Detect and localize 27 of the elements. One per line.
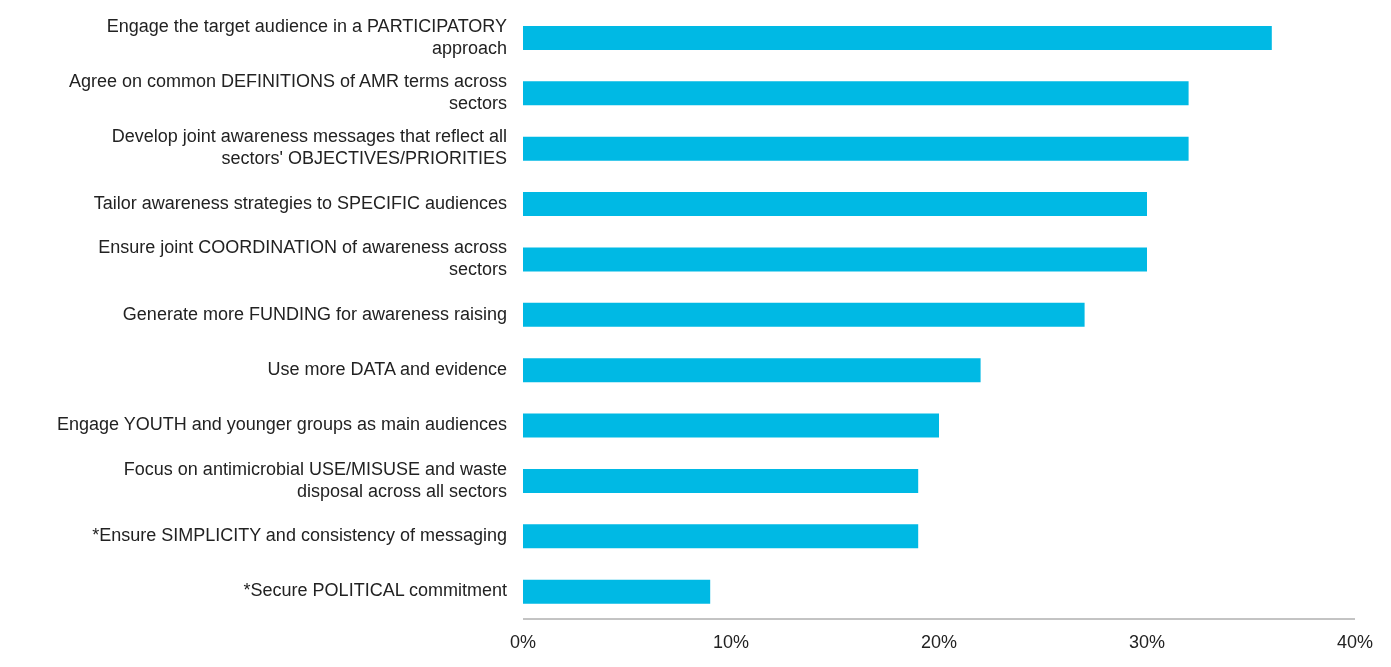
x-tick-label: 0% — [509, 631, 537, 652]
bar — [523, 413, 939, 438]
y-tick-label: Engage YOUTH and younger groups as main audiences — [57, 413, 507, 434]
y-tick-label: Generate more FUNDING for awareness raising — [122, 303, 507, 324]
y-tick-label: Use more DATA and evidence — [267, 358, 507, 379]
bar — [523, 302, 1085, 327]
y-tick-label: *Ensure SIMPLICITY and consistency of messaging — [92, 524, 507, 545]
bar — [523, 192, 1147, 217]
x-tick-label: 40% — [1336, 631, 1374, 652]
y-tick-label: *Secure POLITICAL commitment — [243, 580, 507, 601]
bar — [523, 468, 919, 493]
y-tick-label: Develop joint awareness messages that reflect all sectors' OBJECTIVES/PRIORITIES — [111, 126, 507, 169]
x-tick-label: 20% — [920, 631, 958, 652]
y-tick-label: Tailor awareness strategies to SPECIFIC audiences — [93, 192, 507, 213]
y-tick-label: Focus on antimicrobial USE/MISUSE and waste disposal across all sectors — [123, 458, 507, 501]
bar — [523, 579, 711, 604]
bar — [523, 26, 1272, 50]
x-tick-label: 30% — [1128, 631, 1166, 652]
x-tick-label: 10% — [712, 631, 750, 652]
bar — [523, 136, 1189, 161]
y-tick-label: Agree on common DEFINITIONS of AMR terms across sectors — [68, 70, 507, 113]
bar — [523, 524, 919, 549]
y-tick-label: Ensure joint COORDINATION of awareness across sectors — [98, 236, 507, 279]
bar — [523, 358, 981, 383]
y-tick-label: Engage the target audience in a PARTICIPATORY approach — [106, 15, 507, 58]
bar — [523, 247, 1147, 272]
bar — [523, 81, 1189, 106]
